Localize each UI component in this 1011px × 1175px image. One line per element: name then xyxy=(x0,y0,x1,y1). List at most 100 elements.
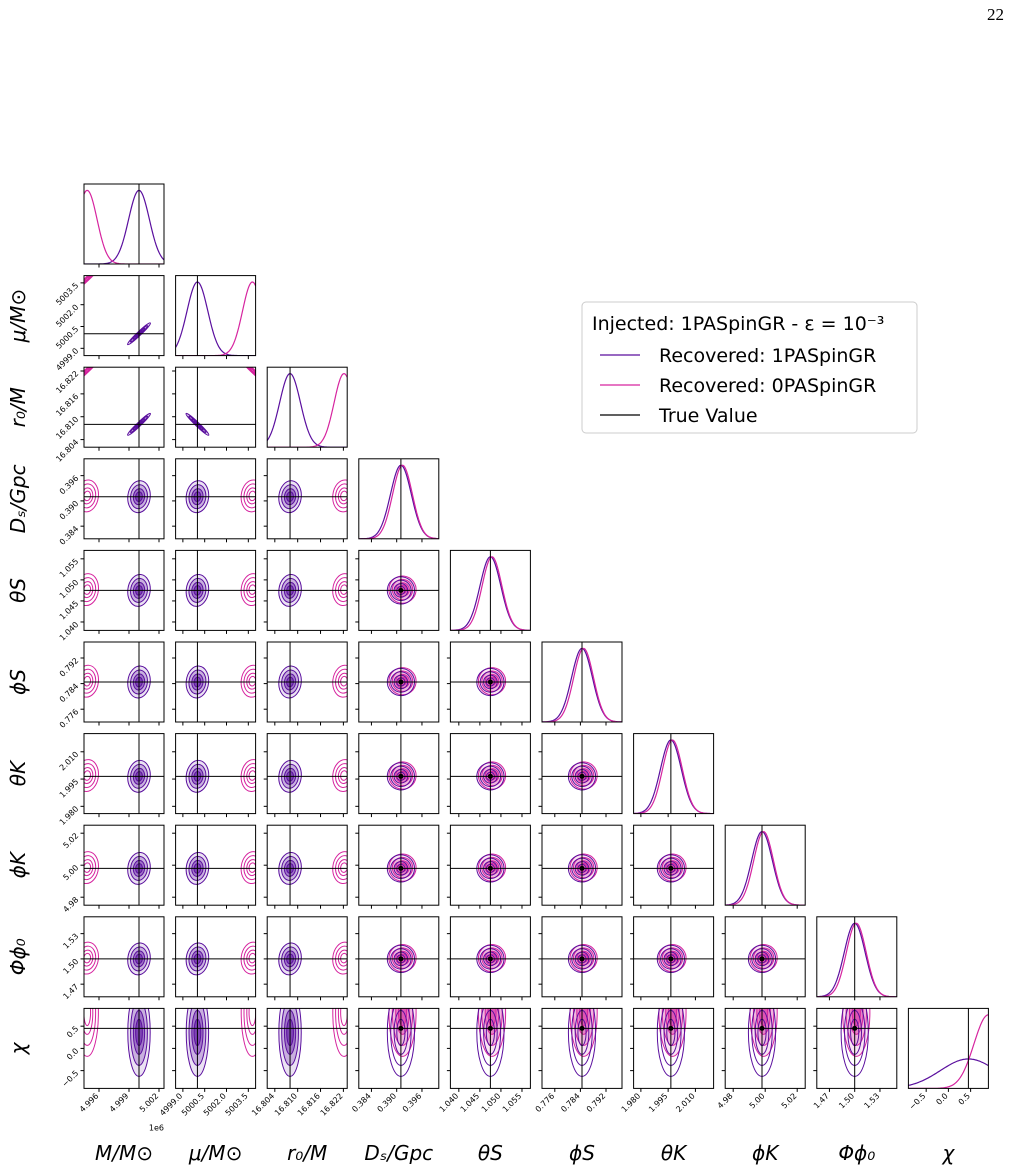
panel-body xyxy=(542,1008,622,1089)
panel-frame xyxy=(83,641,165,723)
panel-frame xyxy=(633,916,715,998)
density-contour xyxy=(84,664,99,698)
density-contour xyxy=(84,945,97,971)
density-contour xyxy=(84,275,92,283)
density-contour xyxy=(84,367,100,382)
y-tick-label: 16.810 xyxy=(54,415,80,441)
panel-body xyxy=(450,916,531,997)
truth-point xyxy=(487,1025,493,1031)
x-tick-label: 5003.5 xyxy=(224,1091,250,1117)
legend-title: Injected: 1PASpinGR - ε = 10⁻³ xyxy=(592,313,884,335)
x-tick-label: 0.396 xyxy=(401,1091,424,1114)
panel-body xyxy=(358,916,439,997)
density-contour xyxy=(340,1008,348,1027)
density-contour xyxy=(335,855,348,881)
panel xyxy=(266,366,348,451)
panel-frame xyxy=(358,458,440,540)
density-contour xyxy=(335,483,348,509)
x-axis-label: M/M⊙ xyxy=(95,1141,153,1165)
density-contour xyxy=(246,672,256,690)
density-contour xyxy=(243,367,256,380)
y-axis-label: Φϕ₀ xyxy=(6,938,30,975)
density-contour xyxy=(84,767,94,784)
density-contour xyxy=(84,577,97,603)
density-contour xyxy=(84,573,99,607)
density-contour xyxy=(397,1008,408,1027)
panel-frame xyxy=(724,824,806,906)
panel-frame xyxy=(83,366,165,448)
x-axis-label: ϕK xyxy=(752,1141,780,1165)
y-axis-label: r₀/M xyxy=(6,387,30,427)
x-tick-label: 1.055 xyxy=(501,1091,524,1114)
density-contour xyxy=(340,584,348,595)
panel-body xyxy=(542,825,622,906)
truth-point xyxy=(398,865,404,871)
density-contour xyxy=(240,941,256,975)
y-tick-label: 0.792 xyxy=(58,656,81,679)
density-contour xyxy=(240,367,256,382)
panel-frame xyxy=(449,733,531,815)
panel-frame xyxy=(541,733,623,815)
density-contour xyxy=(243,483,256,509)
panel xyxy=(538,733,623,818)
density-contour xyxy=(337,581,348,599)
panel: −0.5 0.0 0.5 xyxy=(907,1007,989,1112)
panel xyxy=(172,916,257,1001)
density-contour xyxy=(476,854,505,883)
panel-body xyxy=(267,642,348,722)
density-contour xyxy=(574,951,590,967)
marginal-density xyxy=(816,922,897,997)
truth-point xyxy=(487,865,493,871)
density-contour xyxy=(248,1008,256,1027)
panel-body xyxy=(175,825,256,906)
density-contour xyxy=(574,861,590,876)
density-contour xyxy=(667,1008,678,1027)
density-contour xyxy=(335,577,348,603)
panel-body xyxy=(84,1008,164,1089)
density-contour xyxy=(332,664,348,698)
x-axis-label: r₀/M xyxy=(287,1141,327,1165)
density-contour xyxy=(393,769,409,784)
x-tick-label: 1.995 xyxy=(647,1091,670,1114)
panel: 4.98 5.00 5.02 xyxy=(61,824,165,914)
x-axis-label: μ/M⊙ xyxy=(188,1141,242,1165)
marginal-density xyxy=(725,830,806,906)
density-contour xyxy=(390,857,412,880)
density-contour xyxy=(332,759,348,792)
page-number: 22 xyxy=(987,5,1004,24)
x-tick-label: 5.002 xyxy=(138,1091,161,1114)
x-tick-label: 0.390 xyxy=(376,1091,399,1114)
panel-body xyxy=(84,550,164,631)
marginal-density xyxy=(175,281,256,356)
panel xyxy=(83,183,165,268)
panel-frame xyxy=(266,458,348,540)
panel xyxy=(172,549,257,634)
density-contour xyxy=(84,672,94,690)
density-contour xyxy=(240,759,256,792)
density-contour xyxy=(386,762,416,791)
density-contour xyxy=(479,857,502,880)
panel-frame xyxy=(266,916,348,998)
x-axis-label: χ xyxy=(941,1141,955,1165)
density-contour xyxy=(479,671,502,693)
density-contour xyxy=(332,851,348,885)
density-contour xyxy=(243,855,256,881)
panel xyxy=(172,641,257,726)
offset-label: 1e6 xyxy=(149,1123,164,1132)
panel-frame xyxy=(175,733,257,815)
y-tick-label: 5003.5 xyxy=(54,281,80,307)
y-axis-label: θS xyxy=(6,578,30,603)
density-contour xyxy=(656,854,685,883)
x-tick-label: 1.050 xyxy=(480,1091,503,1114)
density-contour xyxy=(337,672,348,690)
y-tick-label: 1.055 xyxy=(58,557,81,580)
panel-body xyxy=(633,825,714,906)
panel-frame xyxy=(907,1007,989,1089)
y-tick-label: 4.98 xyxy=(61,895,80,914)
panel-body xyxy=(633,1008,714,1089)
panel-body xyxy=(267,733,348,814)
density-contour xyxy=(246,487,256,505)
